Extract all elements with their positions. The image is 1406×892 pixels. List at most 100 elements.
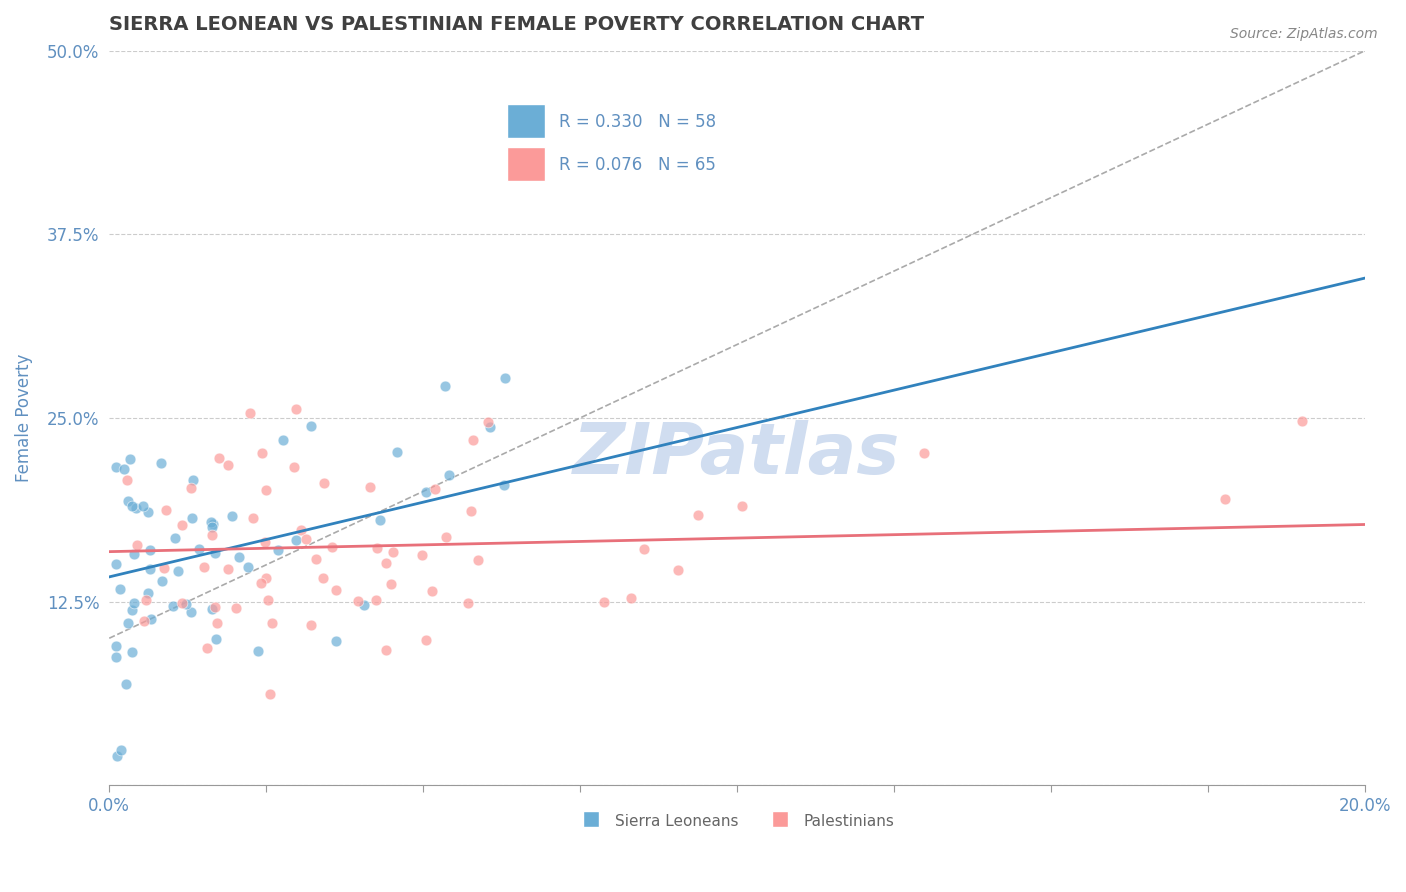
Point <box>238 559 260 574</box>
Point <box>299 618 322 632</box>
Point <box>1215 492 1237 507</box>
Point <box>205 632 228 646</box>
Point <box>176 597 198 611</box>
Point <box>149 456 172 470</box>
Point <box>180 605 202 619</box>
Point <box>150 574 173 589</box>
Point <box>290 524 312 538</box>
Point <box>305 552 328 566</box>
Point <box>112 461 135 475</box>
Point <box>299 418 322 433</box>
Point <box>208 451 231 466</box>
Point <box>221 508 243 523</box>
Point <box>242 511 264 525</box>
Point <box>200 516 222 530</box>
Point <box>460 504 482 518</box>
Point <box>117 616 139 631</box>
Point <box>187 541 209 556</box>
Point <box>163 531 186 545</box>
Text: Source: ZipAtlas.com: Source: ZipAtlas.com <box>1230 27 1378 41</box>
Point <box>201 528 224 542</box>
Point <box>228 550 250 565</box>
Point <box>370 514 392 528</box>
Point <box>204 545 226 559</box>
Point <box>225 601 247 615</box>
Point <box>463 433 485 447</box>
Point <box>124 547 146 561</box>
Point <box>204 599 226 614</box>
Point <box>132 614 155 628</box>
Point <box>271 433 294 447</box>
Point <box>262 615 284 630</box>
Point <box>115 473 138 487</box>
Point <box>197 641 219 656</box>
Point <box>912 446 935 460</box>
Point <box>457 596 479 610</box>
Point <box>193 560 215 574</box>
Point <box>312 476 335 491</box>
Point <box>439 468 461 483</box>
Point <box>283 460 305 475</box>
Point <box>201 602 224 616</box>
Point <box>202 517 225 532</box>
Point <box>415 485 437 500</box>
Legend: Sierra Leoneans, Palestinians: Sierra Leoneans, Palestinians <box>574 805 901 836</box>
Point <box>1291 414 1313 428</box>
Point <box>353 599 375 613</box>
Point <box>434 379 457 393</box>
Point <box>115 676 138 690</box>
Point <box>132 499 155 513</box>
Point <box>312 571 335 585</box>
Point <box>180 482 202 496</box>
Point <box>136 505 159 519</box>
Point <box>250 446 273 460</box>
Text: ZIPatlas: ZIPatlas <box>574 420 901 489</box>
Point <box>155 502 177 516</box>
Point <box>380 577 402 591</box>
Point <box>217 458 239 472</box>
Point <box>267 542 290 557</box>
Point <box>108 582 131 597</box>
Point <box>125 538 148 552</box>
Point <box>467 553 489 567</box>
Point <box>592 595 614 609</box>
Point <box>104 649 127 664</box>
Point <box>415 632 437 647</box>
Point <box>181 473 204 487</box>
Point <box>434 530 457 544</box>
Point <box>374 643 396 657</box>
Point <box>387 444 409 458</box>
Point <box>666 563 689 577</box>
Point <box>121 500 143 514</box>
Point <box>284 401 307 416</box>
Point <box>477 415 499 429</box>
Point <box>620 591 643 605</box>
Point <box>411 549 433 563</box>
Point <box>205 615 228 630</box>
Point <box>375 557 398 571</box>
Point <box>254 571 277 585</box>
Point <box>325 582 347 597</box>
Point <box>239 406 262 420</box>
Point <box>152 560 174 574</box>
Point <box>494 371 516 385</box>
Point <box>117 493 139 508</box>
Point <box>254 483 277 497</box>
Point <box>139 543 162 558</box>
Point <box>492 477 515 491</box>
Point <box>201 520 224 534</box>
Point <box>172 517 194 532</box>
Text: SIERRA LEONEAN VS PALESTINIAN FEMALE POVERTY CORRELATION CHART: SIERRA LEONEAN VS PALESTINIAN FEMALE POV… <box>110 15 924 34</box>
Point <box>125 500 148 515</box>
Point <box>136 586 159 600</box>
Point <box>104 639 127 653</box>
Point <box>479 419 502 434</box>
Point <box>249 575 271 590</box>
Point <box>259 687 281 701</box>
Point <box>247 644 270 658</box>
Point <box>321 540 343 554</box>
Point <box>284 533 307 547</box>
Point <box>325 633 347 648</box>
Point <box>633 541 655 556</box>
Point <box>105 557 128 571</box>
